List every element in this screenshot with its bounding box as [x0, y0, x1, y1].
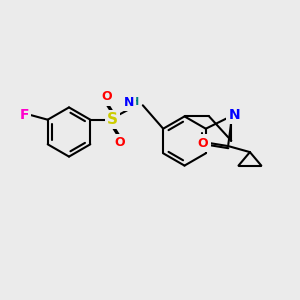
- Text: N: N: [229, 108, 240, 122]
- Text: N: N: [124, 96, 134, 109]
- Text: F: F: [20, 108, 29, 122]
- Text: H: H: [130, 97, 139, 107]
- Text: S: S: [107, 112, 118, 127]
- Text: O: O: [114, 136, 125, 149]
- Text: O: O: [101, 90, 112, 104]
- Text: O: O: [198, 136, 208, 150]
